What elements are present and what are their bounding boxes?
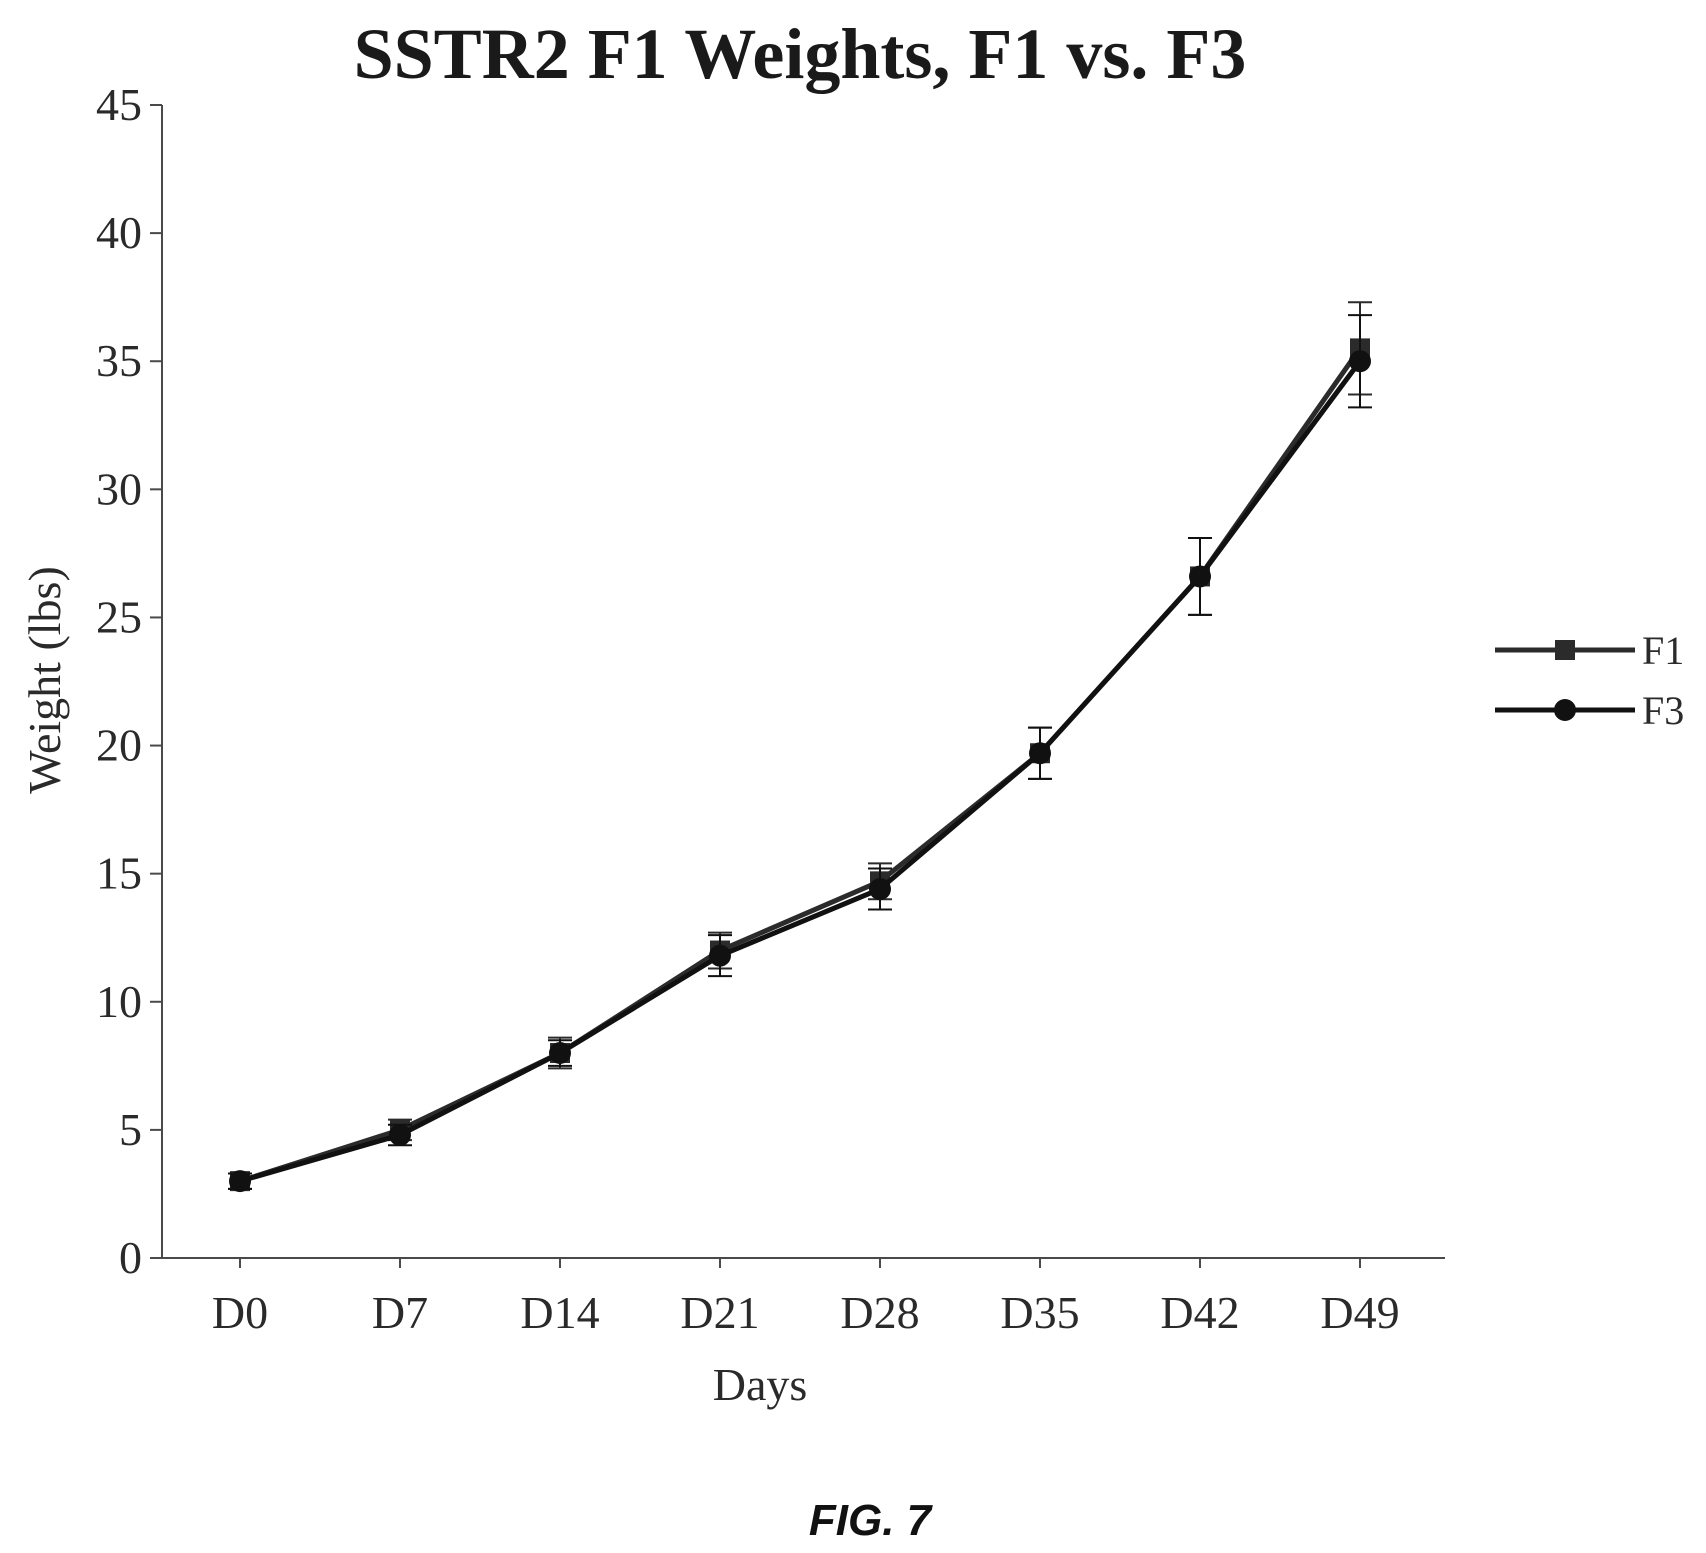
x-tick-label: D42 [1160, 1287, 1239, 1338]
y-tick-label: 45 [96, 79, 142, 130]
y-tick-label: 30 [96, 463, 142, 514]
legend-item-f3: F3 [1495, 688, 1684, 733]
legend-marker [1554, 699, 1576, 721]
data-point [709, 944, 731, 967]
y-axis-label: Weight (lbs) [19, 566, 70, 794]
y-tick-label: 40 [96, 207, 142, 258]
x-tick-label: D28 [840, 1287, 919, 1338]
y-ticks: 0 5 10 15 20 25 30 35 40 45 [96, 79, 162, 1283]
y-tick-label: 35 [96, 335, 142, 386]
plot-area: 0 5 10 15 20 25 30 35 40 45 D0 D7 D14 D21 D28 D35 D42 D4… [96, 79, 1445, 1338]
y-tick-label: 15 [96, 848, 142, 899]
y-tick-label: 25 [96, 591, 142, 642]
y-tick-label: 10 [96, 976, 142, 1027]
legend-label: F1 [1642, 628, 1684, 673]
series-f1 [228, 301, 1372, 1192]
data-point [1029, 742, 1051, 765]
y-tick-label: 20 [96, 720, 142, 771]
legend-marker [1555, 640, 1575, 660]
data-point [1189, 565, 1211, 588]
series-f3 [228, 314, 1372, 1193]
legend-label: F3 [1642, 688, 1684, 733]
y-tick-label: 5 [119, 1104, 142, 1155]
data-point [229, 1170, 251, 1193]
figure-label: FIG. 7 [809, 1496, 934, 1545]
x-ticks: D0 D7 D14 D21 D28 D35 D42 D49 [212, 1258, 1400, 1338]
y-tick-label: 0 [119, 1232, 142, 1283]
data-point [869, 878, 891, 901]
data-point [389, 1124, 411, 1147]
x-tick-label: D49 [1320, 1287, 1399, 1338]
x-tick-label: D35 [1000, 1287, 1079, 1338]
series-line [239, 346, 1363, 1184]
data-point [549, 1042, 571, 1065]
series-line [239, 359, 1363, 1184]
x-tick-label: D7 [372, 1287, 428, 1338]
x-tick-label: D21 [680, 1287, 759, 1338]
x-tick-label: D0 [212, 1287, 268, 1338]
chart-title: SSTR2 F1 Weights, F1 vs. F3 [354, 14, 1247, 94]
x-axis-label: Days [713, 1359, 808, 1410]
legend-item-f1: F1 [1495, 628, 1684, 673]
x-tick-label: D14 [520, 1287, 599, 1338]
series-layer [228, 301, 1372, 1193]
data-point [1349, 350, 1371, 373]
